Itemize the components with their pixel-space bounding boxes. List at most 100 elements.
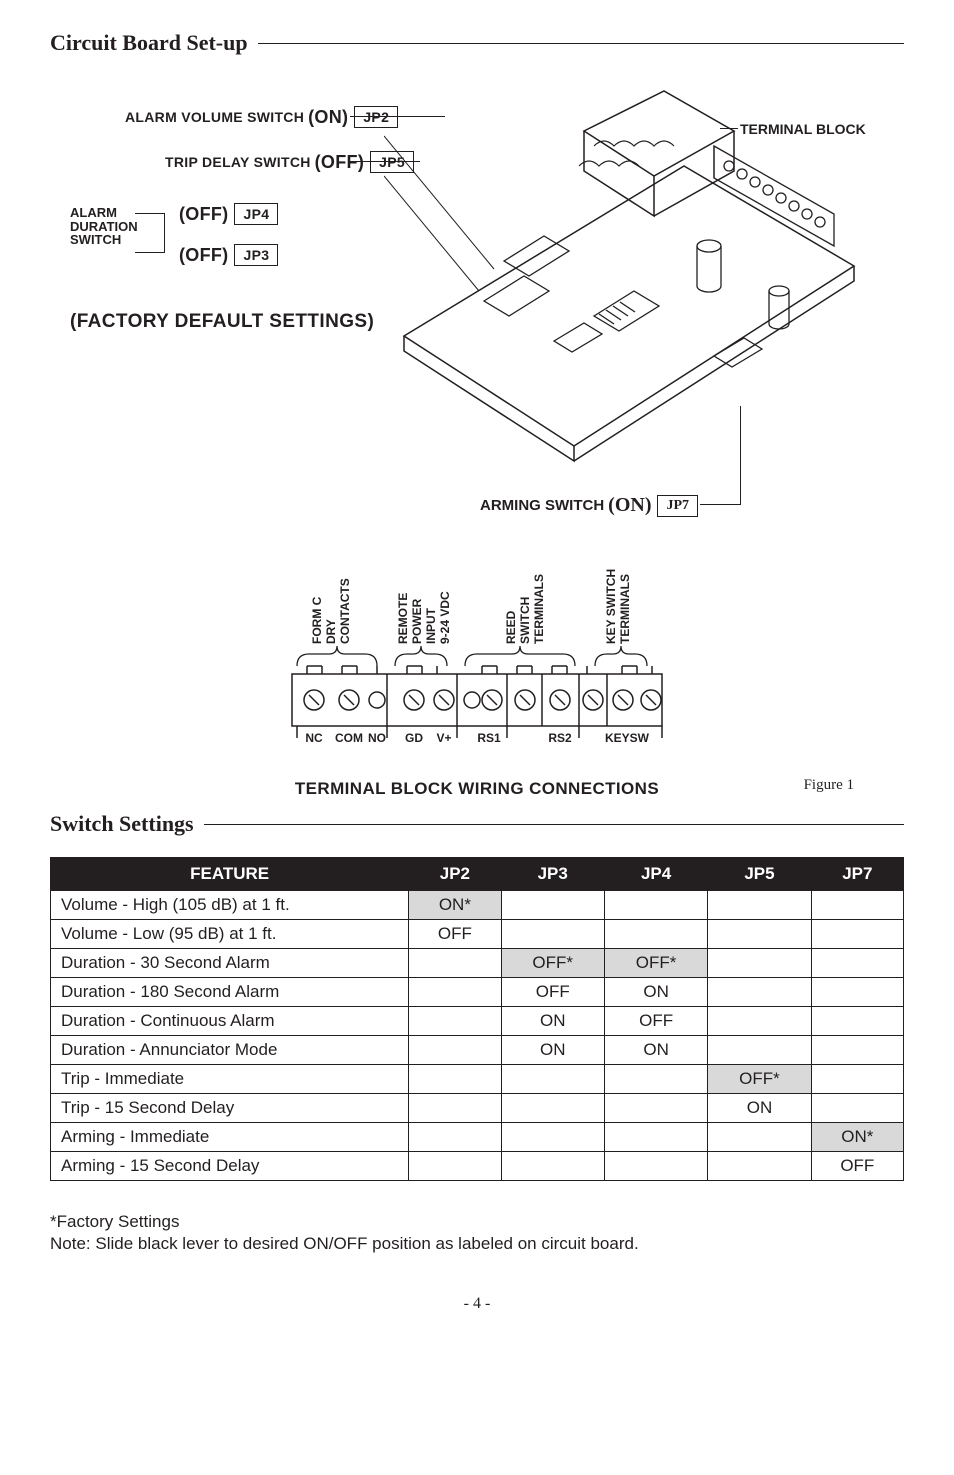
cell-jp7 (811, 891, 903, 920)
cell-jp4 (604, 1094, 707, 1123)
figure-1-label: Figure 1 (804, 777, 854, 794)
svg-text:KEY SWITCH: KEY SWITCH (604, 569, 618, 644)
cell-jp2 (409, 1094, 501, 1123)
section-heading-switch-settings: Switch Settings (50, 811, 904, 837)
cell-jp2 (409, 1065, 501, 1094)
footnote-l2: Note: Slide black lever to desired ON/OF… (50, 1233, 904, 1255)
cell-jp3: OFF (501, 978, 604, 1007)
table-row: Duration - 30 Second AlarmOFF*OFF* (51, 949, 904, 978)
cell-jp2 (409, 1007, 501, 1036)
cell-feature: Trip - 15 Second Delay (51, 1094, 409, 1123)
col-jp3: JP3 (501, 858, 604, 891)
svg-text:REMOTE: REMOTE (396, 593, 410, 644)
cell-jp5 (708, 1152, 811, 1181)
terminal-block-wiring-diagram: FORM C DRY CONTACTS REMOTE POWER INPUT 9… (267, 566, 687, 799)
l2: DURATION (70, 220, 138, 234)
col-jp4: JP4 (604, 858, 707, 891)
cell-jp3 (501, 891, 604, 920)
col-feature: FEATURE (51, 858, 409, 891)
svg-text:NO: NO (368, 731, 386, 745)
cell-jp7 (811, 1065, 903, 1094)
page-number: - 4 - (50, 1295, 904, 1313)
table-row: Trip - ImmediateOFF* (51, 1065, 904, 1094)
cell-jp3 (501, 920, 604, 949)
col-jp5: JP5 (708, 858, 811, 891)
cell-jp5 (708, 1123, 811, 1152)
table-row: Duration - 180 Second AlarmOFFON (51, 978, 904, 1007)
section-heading-circuit-board: Circuit Board Set-up (50, 30, 904, 56)
svg-text:9-24 VDC: 9-24 VDC (438, 591, 452, 644)
cell-jp7 (811, 949, 903, 978)
svg-text:TERMINALS: TERMINALS (532, 574, 546, 644)
label-text: ALARM VOLUME SWITCH (125, 109, 304, 125)
jp3-box: JP3 (234, 244, 278, 266)
cell-jp5 (708, 891, 811, 920)
svg-text:FORM C: FORM C (310, 596, 324, 644)
cell-feature: Duration - Continuous Alarm (51, 1007, 409, 1036)
cell-jp4: ON (604, 1036, 707, 1065)
cell-feature: Duration - Annunciator Mode (51, 1036, 409, 1065)
svg-text:RS2: RS2 (548, 731, 572, 745)
svg-text:GD: GD (405, 731, 423, 745)
table-row: Duration - Continuous Alarm ONOFF (51, 1007, 904, 1036)
cell-jp4: OFF* (604, 949, 707, 978)
cell-jp3: ON (501, 1007, 604, 1036)
lead-line (700, 504, 740, 505)
lead-line (164, 213, 165, 253)
cell-jp2: ON* (409, 891, 501, 920)
label-state: (OFF) (315, 152, 364, 173)
trip-delay-switch-label: TRIP DELAY SWITCH (OFF) JP5 (165, 151, 414, 173)
alarm-duration-switch-label: ALARM DURATION SWITCH (70, 206, 138, 247)
svg-text:CONTACTS: CONTACTS (338, 578, 352, 644)
cell-feature: Volume - Low (95 dB) at 1 ft. (51, 920, 409, 949)
jp4-label: (OFF) JP4 (175, 203, 278, 225)
cell-jp7: OFF (811, 1152, 903, 1181)
heading-text: Switch Settings (50, 811, 194, 837)
cell-jp7 (811, 920, 903, 949)
cell-feature: Duration - 180 Second Alarm (51, 978, 409, 1007)
col-jp7: JP7 (811, 858, 903, 891)
col-jp2: JP2 (409, 858, 501, 891)
label-text: TRIP DELAY SWITCH (165, 154, 311, 170)
l1: ALARM (70, 206, 138, 220)
cell-jp3: OFF* (501, 949, 604, 978)
cell-feature: Volume - High (105 dB) at 1 ft. (51, 891, 409, 920)
lead-line (135, 252, 165, 253)
cell-jp5 (708, 978, 811, 1007)
cell-jp4 (604, 891, 707, 920)
cell-jp3 (501, 1152, 604, 1181)
terminal-caption: TERMINAL BLOCK WIRING CONNECTIONS (267, 779, 687, 799)
heading-rule (258, 43, 904, 44)
cell-jp5 (708, 1036, 811, 1065)
label-state: (OFF) (179, 245, 228, 266)
cell-feature: Arming - 15 Second Delay (51, 1152, 409, 1181)
cell-jp5: ON (708, 1094, 811, 1123)
jp7-box: JP7 (657, 495, 698, 517)
label-text: ARMING SWITCH (480, 497, 604, 514)
cell-jp3: ON (501, 1036, 604, 1065)
cell-jp4 (604, 1123, 707, 1152)
svg-text:KEYSW: KEYSW (605, 731, 650, 745)
svg-text:TERMINALS: TERMINALS (618, 574, 632, 644)
cell-feature: Arming - Immediate (51, 1123, 409, 1152)
cell-jp7: ON* (811, 1123, 903, 1152)
table-row: Trip - 15 Second Delay ON (51, 1094, 904, 1123)
table-row: Volume - Low (95 dB) at 1 ft.OFF (51, 920, 904, 949)
lead-line (135, 213, 165, 214)
cell-feature: Trip - Immediate (51, 1065, 409, 1094)
cell-jp2: OFF (409, 920, 501, 949)
svg-text:RS1: RS1 (477, 731, 501, 745)
footnote: *Factory Settings Note: Slide black leve… (50, 1211, 904, 1255)
cell-jp5 (708, 920, 811, 949)
cell-jp4: OFF (604, 1007, 707, 1036)
svg-text:INPUT: INPUT (424, 607, 438, 644)
svg-text:V+: V+ (436, 731, 451, 745)
factory-default-label: (FACTORY DEFAULT SETTINGS) (70, 311, 374, 333)
label-state: (OFF) (179, 204, 228, 225)
cell-jp5 (708, 1007, 811, 1036)
cell-jp4 (604, 920, 707, 949)
cell-jp4 (604, 1152, 707, 1181)
jp4-box: JP4 (234, 203, 278, 225)
cell-jp2 (409, 949, 501, 978)
switch-settings-table: FEATURE JP2 JP3 JP4 JP5 JP7 Volume - Hig… (50, 857, 904, 1181)
